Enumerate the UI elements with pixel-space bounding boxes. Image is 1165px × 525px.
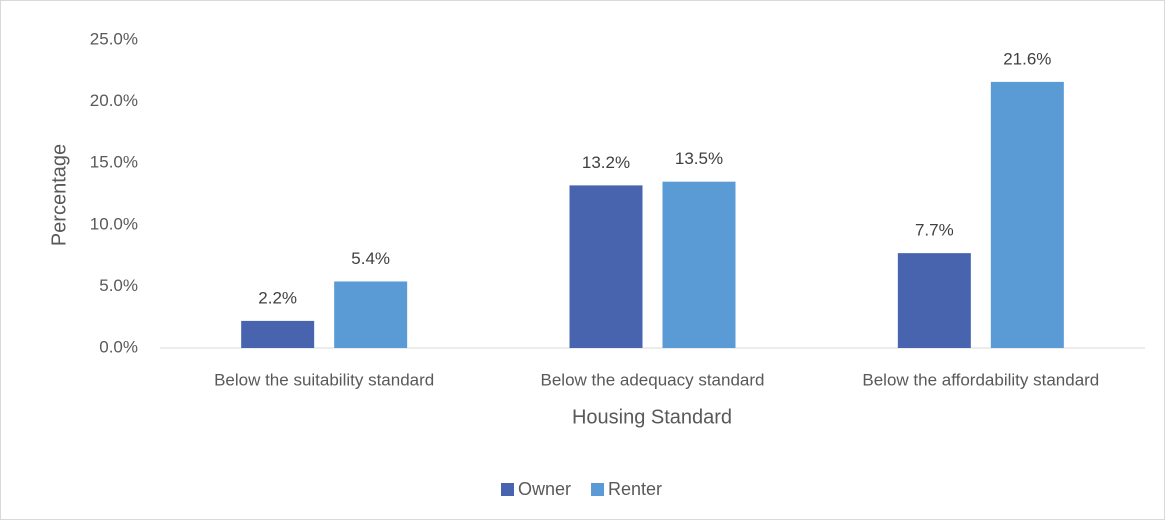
bar	[662, 181, 736, 348]
legend-swatch	[501, 483, 514, 496]
x-axis-title: Housing Standard	[572, 406, 732, 428]
legend-label: Owner	[518, 479, 571, 499]
legend-label: Renter	[608, 479, 662, 499]
x-tick-label: Below the suitability standard	[214, 370, 434, 389]
y-axis-title: Percentage	[48, 144, 70, 246]
x-tick-label: Below the adequacy standard	[541, 370, 765, 389]
bar	[241, 320, 315, 348]
bar	[897, 253, 971, 348]
y-tick-label: 25.0%	[90, 29, 138, 48]
data-label: 21.6%	[1003, 49, 1051, 68]
y-tick-label: 10.0%	[90, 214, 138, 233]
bar	[334, 281, 408, 348]
legend-swatch	[591, 483, 605, 496]
y-tick-label: 20.0%	[90, 91, 138, 110]
y-tick-label: 5.0%	[99, 276, 138, 295]
bar	[990, 81, 1064, 348]
y-tick-label: 0.0%	[99, 337, 138, 356]
data-label: 5.4%	[351, 249, 390, 268]
x-tick-label: Below the affordability standard	[862, 370, 1099, 389]
bar	[569, 185, 643, 348]
data-label: 13.5%	[675, 149, 723, 168]
data-label: 13.2%	[582, 153, 630, 172]
y-tick-label: 15.0%	[90, 153, 138, 172]
data-label: 2.2%	[258, 288, 297, 307]
data-label: 7.7%	[915, 221, 954, 240]
